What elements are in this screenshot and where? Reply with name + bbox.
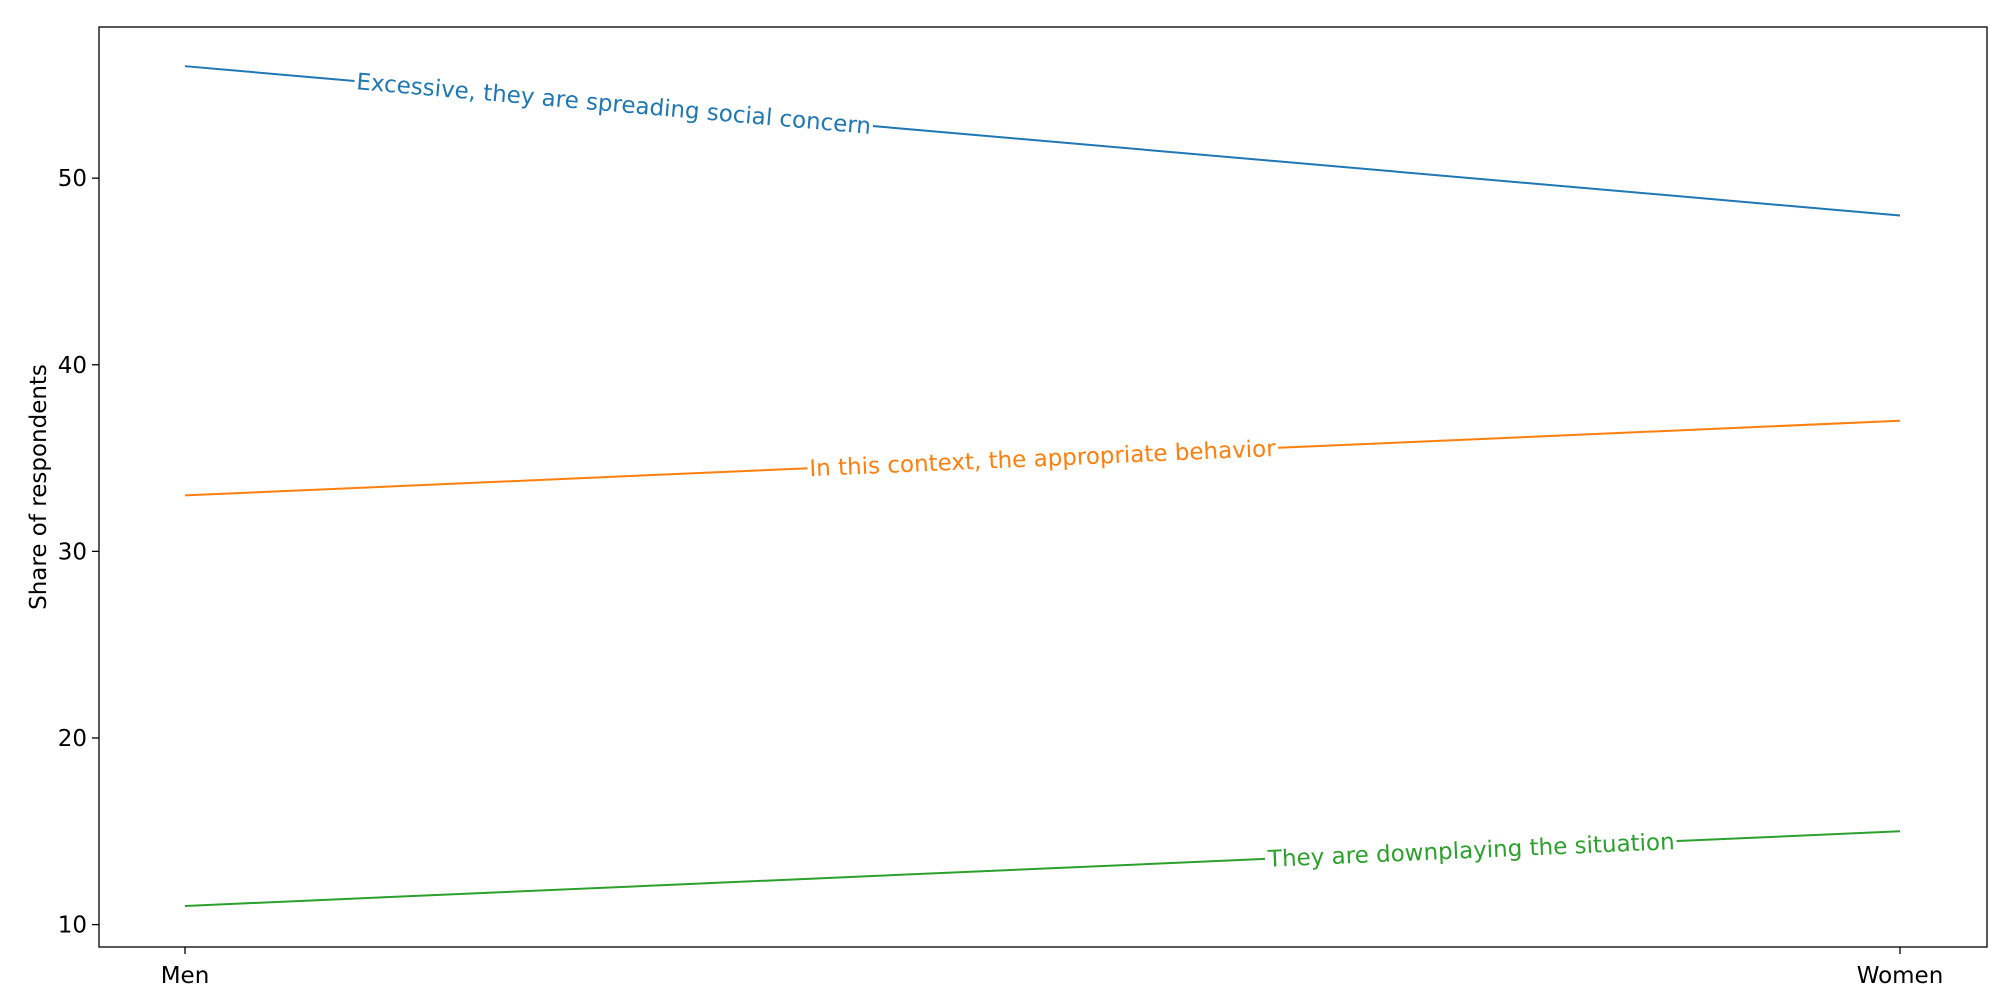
y-tick-label: 10 [58,913,87,939]
series-label-background [806,437,1279,481]
series-label-3: They are downplaying the situation [1266,829,1675,873]
series-label-background [1264,831,1678,871]
series-label-1: Excessive, they are spreading social con… [355,69,872,140]
x-tick-label: Women [1857,963,1944,989]
series-label-group-1: Excessive, they are spreading social con… [353,69,874,140]
x-axis: Men Women [161,947,1944,989]
y-axis-title: Share of respondents [26,364,52,610]
series-layer: Excessive, they are spreading social con… [184,65,1901,907]
series-label-group-2: In this context, the appropriate behavio… [806,436,1279,482]
series-label-group-3: They are downplaying the situation [1264,829,1678,873]
plot-frame [98,26,1988,948]
y-axis: 10 20 30 40 50 [58,166,99,939]
y-tick-label: 50 [58,166,87,192]
y-tick-label: 40 [58,353,87,379]
y-tick-label: 30 [58,539,87,565]
series-label-2: In this context, the appropriate behavio… [809,436,1277,482]
y-tick-label: 20 [58,726,87,752]
x-tick-label: Men [161,963,210,989]
series-label-background [353,70,874,139]
